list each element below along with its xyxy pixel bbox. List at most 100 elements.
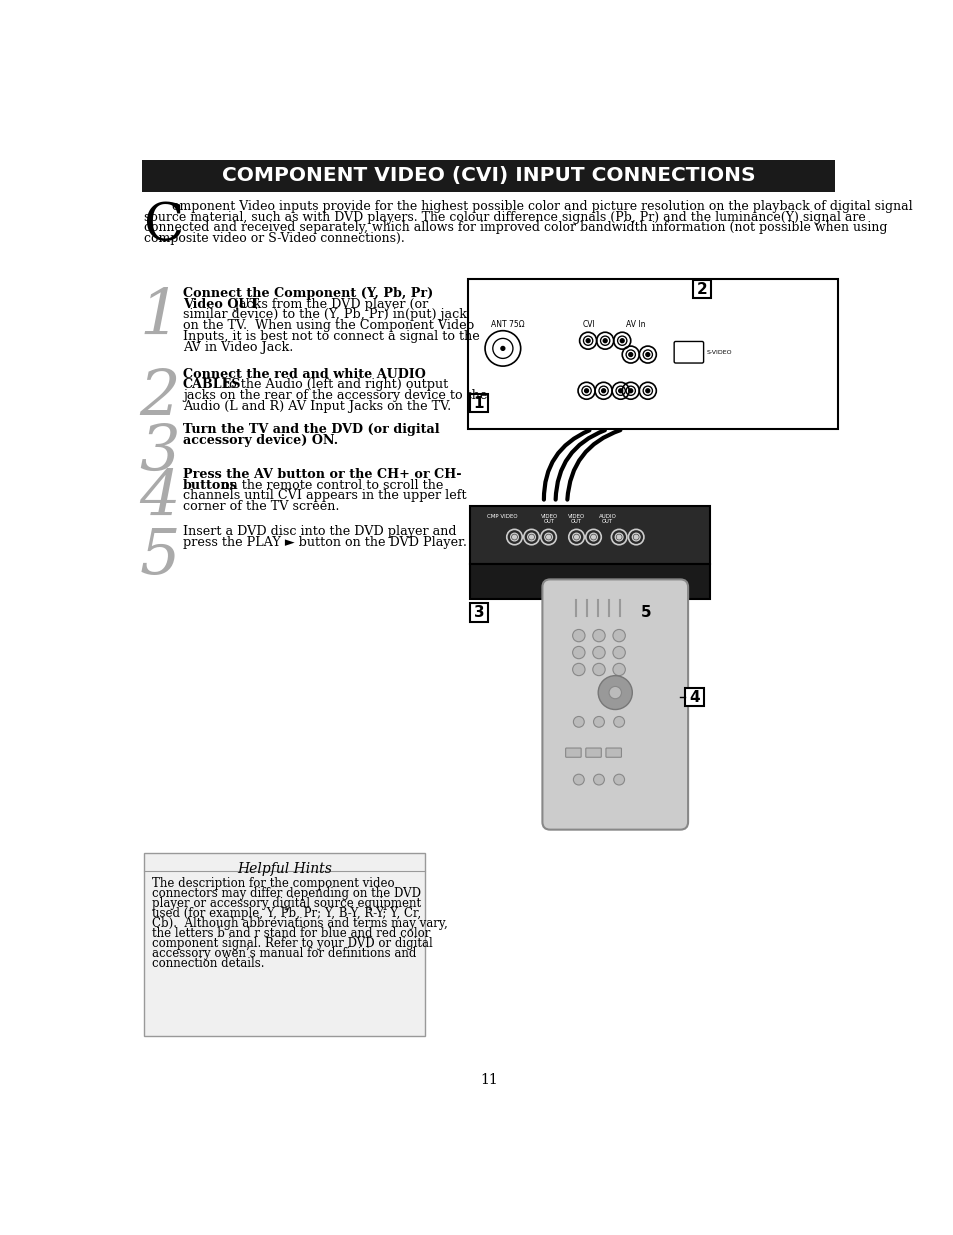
- Text: 3: 3: [139, 424, 180, 484]
- Text: composite video or S-Video connections).: composite video or S-Video connections).: [144, 232, 404, 245]
- Text: Connect the red and white AUDIO: Connect the red and white AUDIO: [183, 368, 425, 380]
- FancyBboxPatch shape: [469, 564, 709, 599]
- Text: OUT: OUT: [601, 519, 613, 524]
- Text: buttons: buttons: [183, 478, 237, 492]
- Text: channels until CVI appears in the upper left: channels until CVI appears in the upper …: [183, 489, 466, 503]
- Text: AV in Video Jack.: AV in Video Jack.: [183, 341, 293, 353]
- Circle shape: [584, 389, 588, 393]
- Text: S-VIDEO: S-VIDEO: [706, 351, 732, 356]
- Text: Video OUT: Video OUT: [183, 298, 258, 310]
- Text: OUT: OUT: [570, 519, 581, 524]
- Circle shape: [628, 353, 632, 357]
- Text: CMP VIDEO: CMP VIDEO: [486, 514, 517, 519]
- Text: jacks on the rear of the accessory device to the: jacks on the rear of the accessory devic…: [183, 389, 487, 403]
- Text: player or accessory digital source equipment: player or accessory digital source equip…: [152, 897, 420, 910]
- Circle shape: [628, 389, 632, 393]
- Circle shape: [573, 774, 583, 785]
- Circle shape: [608, 687, 620, 699]
- Circle shape: [572, 630, 584, 642]
- Text: accessory owen’s manual for definitions and: accessory owen’s manual for definitions …: [152, 947, 416, 960]
- Circle shape: [612, 646, 624, 658]
- Text: 2: 2: [696, 282, 707, 296]
- Text: connected and received separately, which allows for improved color bandwidth inf: connected and received separately, which…: [144, 221, 886, 235]
- Text: Connect the Component (Y, Pb, Pr): Connect the Component (Y, Pb, Pr): [183, 287, 433, 300]
- FancyBboxPatch shape: [565, 748, 580, 757]
- Text: Insert a DVD disc into the DVD player and: Insert a DVD disc into the DVD player an…: [183, 526, 456, 538]
- Text: Audio (L and R) AV Input Jacks on the TV.: Audio (L and R) AV Input Jacks on the TV…: [183, 400, 451, 412]
- Circle shape: [585, 338, 590, 342]
- Circle shape: [572, 646, 584, 658]
- Circle shape: [591, 535, 595, 538]
- Circle shape: [592, 630, 604, 642]
- Text: to the Audio (left and right) output: to the Audio (left and right) output: [220, 378, 448, 391]
- FancyBboxPatch shape: [692, 280, 711, 299]
- Text: OUT: OUT: [543, 519, 555, 524]
- Circle shape: [500, 347, 504, 351]
- Circle shape: [573, 716, 583, 727]
- Circle shape: [529, 535, 533, 538]
- Text: on the TV.  When using the Component Video: on the TV. When using the Component Vide…: [183, 319, 474, 332]
- Circle shape: [612, 663, 624, 676]
- Text: CABLES: CABLES: [183, 378, 241, 391]
- Text: VIDEO: VIDEO: [540, 514, 558, 519]
- Circle shape: [645, 389, 649, 393]
- Text: Inputs, it is best not to connect a signal to the: Inputs, it is best not to connect a sign…: [183, 330, 479, 343]
- Circle shape: [601, 389, 605, 393]
- Text: 1: 1: [473, 395, 483, 410]
- FancyBboxPatch shape: [142, 159, 835, 193]
- Circle shape: [618, 389, 622, 393]
- Circle shape: [574, 535, 578, 538]
- Circle shape: [572, 663, 584, 676]
- Circle shape: [602, 338, 606, 342]
- FancyBboxPatch shape: [637, 603, 655, 621]
- Text: ANT 75Ω: ANT 75Ω: [491, 320, 524, 330]
- Circle shape: [546, 535, 550, 538]
- Text: Turn the TV and the DVD (or digital: Turn the TV and the DVD (or digital: [183, 424, 439, 436]
- Text: AV In: AV In: [625, 320, 645, 330]
- Text: connectors may differ depending on the DVD: connectors may differ depending on the D…: [152, 887, 420, 899]
- Circle shape: [512, 535, 516, 538]
- FancyBboxPatch shape: [684, 688, 703, 706]
- Text: C: C: [144, 200, 184, 251]
- Text: The description for the component video: The description for the component video: [152, 877, 394, 889]
- Text: 4: 4: [688, 689, 699, 705]
- Text: Helpful Hints: Helpful Hints: [236, 862, 332, 876]
- Text: Press the AV button or the CH+ or CH-: Press the AV button or the CH+ or CH-: [183, 468, 461, 480]
- FancyBboxPatch shape: [469, 394, 488, 412]
- FancyBboxPatch shape: [605, 748, 620, 757]
- Text: the letters b and r stand for blue and red color: the letters b and r stand for blue and r…: [152, 926, 430, 940]
- Circle shape: [617, 535, 620, 538]
- Circle shape: [592, 663, 604, 676]
- Text: component signal. Refer to your DVD or digital: component signal. Refer to your DVD or d…: [152, 936, 432, 950]
- Text: 11: 11: [479, 1073, 497, 1087]
- Circle shape: [612, 630, 624, 642]
- Circle shape: [593, 716, 604, 727]
- Text: 3: 3: [473, 605, 484, 620]
- Text: press the PLAY ► button on the DVD Player.: press the PLAY ► button on the DVD Playe…: [183, 536, 466, 550]
- Circle shape: [593, 774, 604, 785]
- Text: source material, such as with DVD players. The colour difference signals (Pb, Pr: source material, such as with DVD player…: [144, 211, 865, 224]
- Circle shape: [634, 535, 638, 538]
- FancyBboxPatch shape: [469, 506, 709, 564]
- Circle shape: [598, 676, 632, 710]
- Circle shape: [613, 716, 624, 727]
- Circle shape: [619, 338, 623, 342]
- Text: 5: 5: [139, 526, 180, 587]
- FancyBboxPatch shape: [585, 748, 600, 757]
- Text: 2: 2: [139, 368, 180, 430]
- Text: CVI: CVI: [582, 320, 595, 330]
- Text: 5: 5: [640, 605, 651, 620]
- Text: jacks from the DVD player (or: jacks from the DVD player (or: [231, 298, 428, 310]
- Text: used (for example, Y, Pb, Pr; Y, B-Y, R-Y; Y, Cr,: used (for example, Y, Pb, Pr; Y, B-Y, R-…: [152, 906, 420, 920]
- Text: on the remote control to scroll the: on the remote control to scroll the: [218, 478, 443, 492]
- Circle shape: [613, 774, 624, 785]
- Text: VIDEO: VIDEO: [567, 514, 584, 519]
- FancyBboxPatch shape: [674, 341, 703, 363]
- Text: 1: 1: [139, 287, 180, 348]
- Circle shape: [592, 646, 604, 658]
- Text: AUDIO: AUDIO: [598, 514, 616, 519]
- FancyBboxPatch shape: [469, 603, 488, 621]
- Text: omponent Video inputs provide for the highest possible color and picture resolut: omponent Video inputs provide for the hi…: [172, 200, 912, 212]
- FancyBboxPatch shape: [144, 852, 424, 1036]
- Text: Cb).  Although abbreviations and terms may vary,: Cb). Although abbreviations and terms ma…: [152, 916, 447, 930]
